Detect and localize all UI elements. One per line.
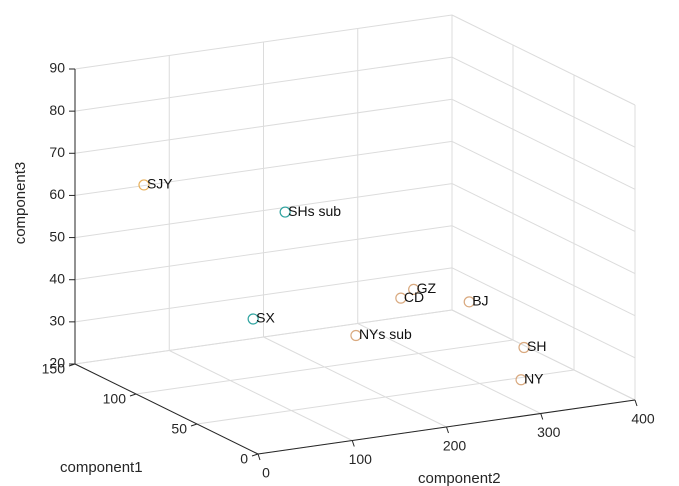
data-point-sh bbox=[518, 341, 530, 354]
z-tick-label: 20 bbox=[49, 355, 65, 371]
side-wall-grid-line bbox=[451, 225, 636, 317]
z-tick-label: 80 bbox=[49, 102, 65, 118]
z-tick-label: 70 bbox=[49, 144, 65, 160]
z-tick-label: 40 bbox=[49, 270, 65, 286]
side-wall-grid-line bbox=[451, 309, 636, 401]
side-wall-grid-line bbox=[451, 183, 636, 275]
point-label-bj: BJ bbox=[472, 293, 488, 309]
back-wall-grid-line bbox=[74, 98, 453, 154]
tick-labels: 0 50 100 150 0 100 200 300 400 20 30 40 50 60 70 80 90 bbox=[42, 60, 655, 481]
y-tick-label: 0 bbox=[262, 465, 270, 481]
point-label-sx: SX bbox=[256, 310, 275, 326]
data-point-nys-sub bbox=[350, 329, 362, 342]
z-tick-label: 30 bbox=[49, 313, 65, 329]
point-label-sjy: SJY bbox=[147, 176, 173, 192]
back-wall-grid-line bbox=[74, 140, 453, 196]
y-tick-label: 200 bbox=[443, 438, 467, 454]
y-tick-mark bbox=[257, 453, 261, 461]
data-point-sjy bbox=[138, 179, 150, 191]
side-wall-grid-line bbox=[451, 140, 636, 232]
y-axis-label: component2 bbox=[418, 470, 501, 486]
y-tick-label: 100 bbox=[349, 451, 373, 467]
side-wall-grid-line bbox=[451, 267, 636, 359]
back-wall-grid-line bbox=[74, 14, 453, 70]
data-point-ny bbox=[515, 374, 527, 386]
side-wall-grid-line bbox=[451, 14, 636, 106]
floor-grid-line bbox=[263, 336, 447, 428]
data-point-sx bbox=[247, 313, 259, 325]
data-point-bj bbox=[463, 296, 475, 308]
point-label-ny: NY bbox=[524, 370, 544, 386]
y-tick-mark bbox=[351, 440, 355, 447]
back-wall-grid-line bbox=[74, 183, 453, 239]
y-tick-mark bbox=[540, 413, 544, 420]
z-tick-label: 90 bbox=[49, 60, 65, 76]
x-tick-label: 0 bbox=[240, 451, 248, 467]
point-label-cd: CD bbox=[404, 289, 424, 305]
z-tick-label: 60 bbox=[49, 186, 65, 202]
axis-layer bbox=[68, 68, 638, 461]
x-tick-mark bbox=[190, 423, 198, 427]
data-point-shs-sub bbox=[279, 206, 291, 218]
floor-grid-line bbox=[169, 350, 353, 441]
back-wall-grid-line bbox=[74, 267, 453, 323]
side-wall-grid-line bbox=[451, 56, 636, 148]
data-point-cd bbox=[395, 292, 407, 304]
back-wall-grid-line bbox=[74, 225, 453, 281]
point-label-nys-sub: NYs sub bbox=[359, 326, 412, 342]
data-point-gz bbox=[408, 283, 420, 296]
floor-grid-line bbox=[357, 323, 541, 414]
x-tick-mark bbox=[129, 393, 137, 397]
point-label-sh: SH bbox=[527, 338, 546, 354]
x-axis-line bbox=[74, 363, 259, 455]
z-axis-label: component3 bbox=[12, 162, 29, 245]
y-tick-label: 300 bbox=[537, 424, 561, 440]
x-tick-label: 50 bbox=[171, 421, 187, 437]
x-tick-label: 100 bbox=[103, 391, 127, 407]
x-axis-label: component1 bbox=[60, 459, 143, 476]
side-wall-grid-line bbox=[451, 98, 636, 190]
y-tick-mark bbox=[446, 426, 449, 434]
x-tick-mark bbox=[251, 453, 259, 457]
y-tick-label: 400 bbox=[631, 411, 655, 427]
back-wall-grid-line bbox=[74, 309, 453, 365]
point-label-shs-sub: SHs sub bbox=[288, 203, 341, 219]
y-tick-mark bbox=[634, 399, 638, 407]
back-wall-grid-line bbox=[74, 56, 453, 112]
x-tick-label: 150 bbox=[42, 361, 66, 377]
point-label-gz: GZ bbox=[417, 280, 437, 296]
grid-layer bbox=[74, 14, 636, 455]
z-tick-label: 50 bbox=[49, 228, 65, 244]
